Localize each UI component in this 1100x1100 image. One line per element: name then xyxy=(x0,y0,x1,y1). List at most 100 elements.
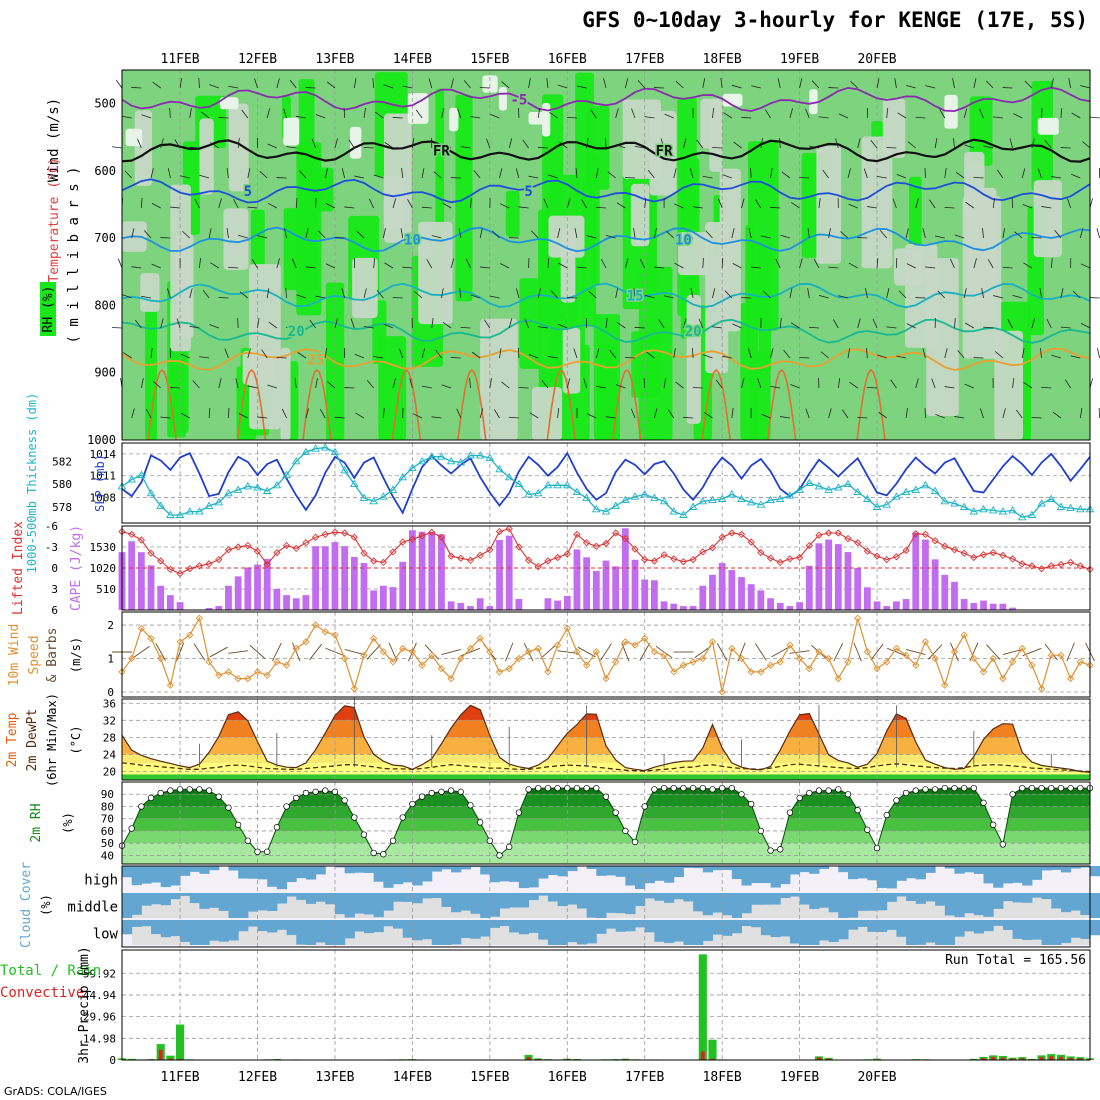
thickness-point xyxy=(872,502,882,510)
wind-barb xyxy=(431,416,442,419)
thickness-point xyxy=(233,485,243,493)
wind-speed-point xyxy=(602,674,610,683)
cape-bar xyxy=(893,601,900,610)
wind-barb xyxy=(588,291,597,299)
cloud-fraction-bar xyxy=(286,920,297,936)
cape-bar xyxy=(128,541,136,610)
cloud-fraction-bar xyxy=(334,866,346,868)
cloud-fraction-bar xyxy=(1012,866,1023,883)
wind-barb xyxy=(886,288,890,299)
precip-convective-bar xyxy=(710,1058,715,1060)
wind-speed-point xyxy=(824,654,833,663)
wind-barb xyxy=(557,84,568,89)
cape-bar xyxy=(805,565,813,610)
thickness-axis-label: 1000-500mb Thickness (dm) xyxy=(25,393,39,574)
wind-speed-point xyxy=(476,634,484,643)
cloud-fraction-bar xyxy=(780,893,791,898)
cloud-fraction-bar xyxy=(518,893,530,908)
cloud-fraction-bar xyxy=(586,866,597,870)
rh-point xyxy=(670,784,677,792)
wind-barb xyxy=(398,348,404,359)
isotherm-20 xyxy=(121,318,1091,344)
precip-convective-bar xyxy=(536,1058,541,1060)
rh-dry-patch xyxy=(528,112,548,125)
wind-barb xyxy=(770,206,781,209)
cloud-fraction-bar xyxy=(122,866,133,878)
cloud-fraction-bar xyxy=(683,893,694,902)
date-tick-label: 15FEB xyxy=(470,1070,509,1085)
cloud-fraction-bar xyxy=(509,893,520,908)
wind-barb xyxy=(1002,266,1013,269)
temp-band xyxy=(122,754,1090,763)
rh-band xyxy=(122,818,1090,831)
thickness-point xyxy=(882,500,891,508)
cloud-fraction-bar xyxy=(228,920,239,941)
rh-point xyxy=(186,786,193,793)
cloud-fraction-bar xyxy=(760,920,772,936)
wind-barb xyxy=(382,228,386,239)
lifted-index-point xyxy=(195,562,204,570)
rh-point xyxy=(844,791,852,798)
isotherm-warm-loop xyxy=(546,368,577,441)
wind-barb xyxy=(267,384,277,389)
wind-speed-point xyxy=(360,651,368,659)
li-tick-label: 6 xyxy=(51,604,58,617)
lifted-index-point xyxy=(621,534,630,543)
lifted-index-point xyxy=(602,539,610,548)
wind-barb xyxy=(775,258,781,269)
wind-barb xyxy=(546,78,549,89)
cloud-fraction-bar xyxy=(915,893,926,904)
rh-low-patch xyxy=(223,208,249,270)
wind-barb xyxy=(343,107,346,119)
cape-bar xyxy=(767,598,774,610)
wind-speed-point xyxy=(253,668,262,676)
cloud-fraction-bar xyxy=(925,893,936,902)
wind-barb xyxy=(607,171,616,179)
wind-speed-point xyxy=(311,621,320,629)
lifted-index-point xyxy=(892,553,901,561)
thickness-point xyxy=(930,486,940,494)
wind-barb xyxy=(625,357,636,359)
wind-barb-10m xyxy=(209,646,228,658)
wind-barb xyxy=(286,146,297,149)
wind-barb xyxy=(557,408,560,419)
wind-speed-point xyxy=(883,658,891,666)
wind-speed-point xyxy=(1047,651,1055,659)
wind-barb xyxy=(515,168,520,179)
wind-barb xyxy=(354,175,365,179)
wind-barb xyxy=(233,198,239,209)
rh-point xyxy=(922,786,929,793)
rh-point xyxy=(351,814,358,821)
wind-speed-point xyxy=(902,651,910,659)
wind-barb xyxy=(732,263,742,269)
wind-barb xyxy=(442,202,452,209)
wind-speed-point xyxy=(437,664,446,673)
cloud-fraction-bar xyxy=(199,920,210,945)
rh-high-patch xyxy=(746,279,759,351)
wind-barb xyxy=(180,412,190,419)
wind-barb xyxy=(1080,323,1091,329)
wind-barb xyxy=(241,109,249,119)
cloud-fraction-bar xyxy=(1031,920,1043,940)
wind-barb-10m xyxy=(986,644,1001,660)
wind-barb xyxy=(412,235,423,239)
wind-barb xyxy=(150,348,153,359)
cloud-fraction-bar xyxy=(199,893,210,909)
lifted-index-point xyxy=(234,543,242,551)
thickness-point xyxy=(563,480,572,489)
wind-barb xyxy=(238,234,248,239)
wind-barb xyxy=(955,171,965,179)
cloud-fraction-bar xyxy=(731,893,743,918)
cloud-fraction-bar xyxy=(499,893,510,909)
rh-point xyxy=(438,788,445,795)
thickness-point xyxy=(146,488,156,497)
wind-barb xyxy=(354,353,365,359)
wind-barb xyxy=(392,378,396,389)
wind-speed-point xyxy=(186,631,194,639)
wind-barb xyxy=(865,288,868,299)
wind-barb xyxy=(494,409,500,419)
cape-bar xyxy=(592,570,600,610)
precip-convective-bar xyxy=(1020,1058,1025,1060)
precip-total-bar xyxy=(708,1039,717,1060)
rh-tick-label: 80 xyxy=(101,800,114,813)
